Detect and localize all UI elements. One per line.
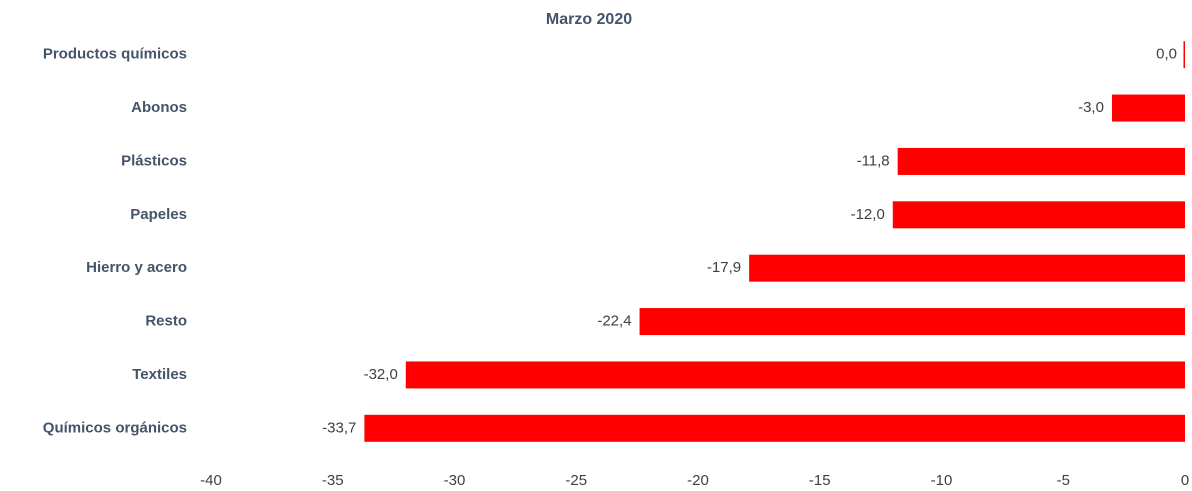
bar xyxy=(1111,94,1185,122)
x-tick-label: -40 xyxy=(200,472,222,489)
y-tick-label: Textiles xyxy=(132,366,187,383)
bar xyxy=(405,361,1185,389)
x-tick-label: -5 xyxy=(1057,472,1070,489)
y-tick-label: Papeles xyxy=(130,206,187,223)
data-label: -32,0 xyxy=(364,366,398,383)
bar xyxy=(1183,41,1185,69)
x-tick-label: -15 xyxy=(809,472,831,489)
bar xyxy=(892,201,1185,229)
x-tick-label: -25 xyxy=(565,472,587,489)
x-tick-label: -30 xyxy=(444,472,466,489)
bar xyxy=(639,308,1185,336)
y-tick-label: Hierro y acero xyxy=(86,259,187,276)
y-tick-label: Abonos xyxy=(131,99,187,116)
bar xyxy=(897,147,1185,175)
data-label: -22,4 xyxy=(597,313,631,330)
data-label: 0,0 xyxy=(1156,46,1177,63)
data-label: -3,0 xyxy=(1078,99,1104,116)
x-tick-label: 0 xyxy=(1181,472,1189,489)
y-tick-label: Químicos orgánicos xyxy=(43,419,187,436)
y-tick-label: Plásticos xyxy=(121,152,187,169)
bar xyxy=(749,254,1185,282)
x-tick-label: -35 xyxy=(322,472,344,489)
data-label: -12,0 xyxy=(851,206,885,223)
chart-title: Marzo 2020 xyxy=(546,11,632,28)
y-tick-label: Productos químicos xyxy=(43,46,187,63)
x-tick-label: -20 xyxy=(687,472,709,489)
y-tick-label: Resto xyxy=(145,313,187,330)
data-label: -33,7 xyxy=(322,419,356,436)
data-label: -17,9 xyxy=(707,259,741,276)
bar xyxy=(364,414,1185,442)
data-label: -11,8 xyxy=(857,152,890,169)
x-tick-label: -10 xyxy=(931,472,953,489)
